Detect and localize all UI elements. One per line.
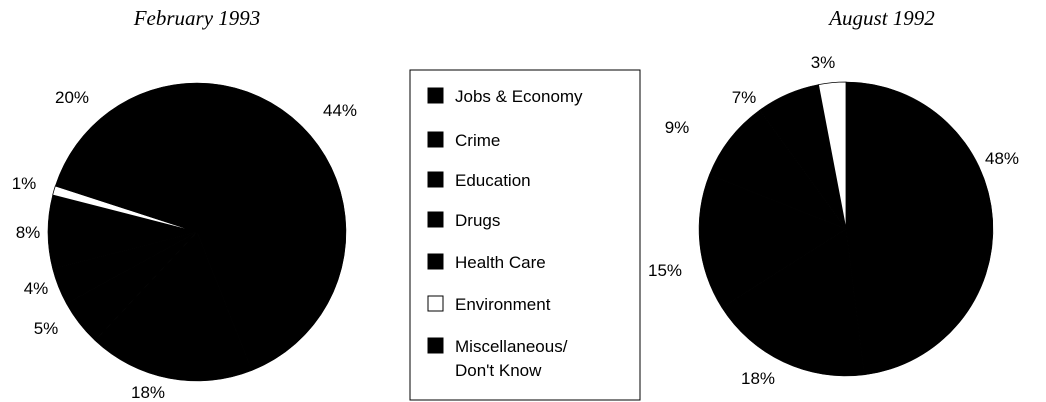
pie-february-1993: February 1993 44% 18% 5% 4% 8% 1% 20% (12, 6, 357, 402)
legend-swatch-health-care (427, 253, 444, 270)
pie-title: February 1993 (133, 6, 261, 30)
slice-label-crime: 18% (131, 383, 165, 402)
legend-label-miscellaneous-don-t-know: Miscellaneous/Don't Know (455, 337, 568, 380)
legend-swatch-miscellaneous-don-t-know (427, 337, 444, 354)
pie-august-1992: August 1992 48% 18% 15% 9% 7% 3% (648, 6, 1019, 388)
slice-label-environment: 1% (12, 174, 37, 193)
pie-title: August 1992 (827, 6, 935, 30)
slice-label-miscellaneous-don-t-know: 20% (55, 88, 89, 107)
slice-label-jobs-economy: 48% (985, 149, 1019, 168)
legend-swatch-jobs-economy (427, 87, 444, 104)
pie-slice-crime (721, 228, 865, 377)
slice-label-drugs: 4% (24, 279, 49, 298)
pie-slice-miscellaneous-don-t-know (54, 82, 198, 233)
legend-label-jobs-economy: Jobs & Economy (455, 87, 583, 106)
legend-swatch-education (427, 171, 444, 188)
legend-swatch-environment (427, 295, 444, 312)
legend-swatch-drugs (427, 211, 444, 228)
pie-slice-education (698, 174, 847, 309)
legend-label-education: Education (455, 171, 531, 190)
legend-box (409, 69, 641, 401)
legend-label-crime: Crime (455, 131, 500, 150)
pie-slice-crime (94, 231, 253, 382)
slice-label-health-care: 8% (16, 223, 41, 242)
legend-label-health-care: Health Care (455, 253, 546, 272)
legend-swatch-crime (427, 131, 444, 148)
slice-label-crime: 18% (741, 369, 775, 388)
pie-slice-environment (817, 81, 847, 230)
slice-label-education: 15% (648, 261, 682, 280)
slice-label-environment: 3% (811, 53, 836, 72)
legend: Jobs & Economy Crime Education Drugs Health … (409, 69, 641, 401)
legend-label-environment: Environment (455, 295, 551, 314)
slice-label-health-care: 7% (732, 88, 757, 107)
pie-slice-drugs (708, 109, 847, 230)
slice-label-drugs: 9% (665, 118, 690, 137)
slice-label-jobs-economy: 44% (323, 101, 357, 120)
pie-slice-jobs-economy (196, 82, 347, 371)
slice-label-education: 5% (34, 319, 59, 338)
legend-label-drugs: Drugs (455, 211, 500, 230)
pie-slice-jobs-economy (845, 81, 994, 376)
